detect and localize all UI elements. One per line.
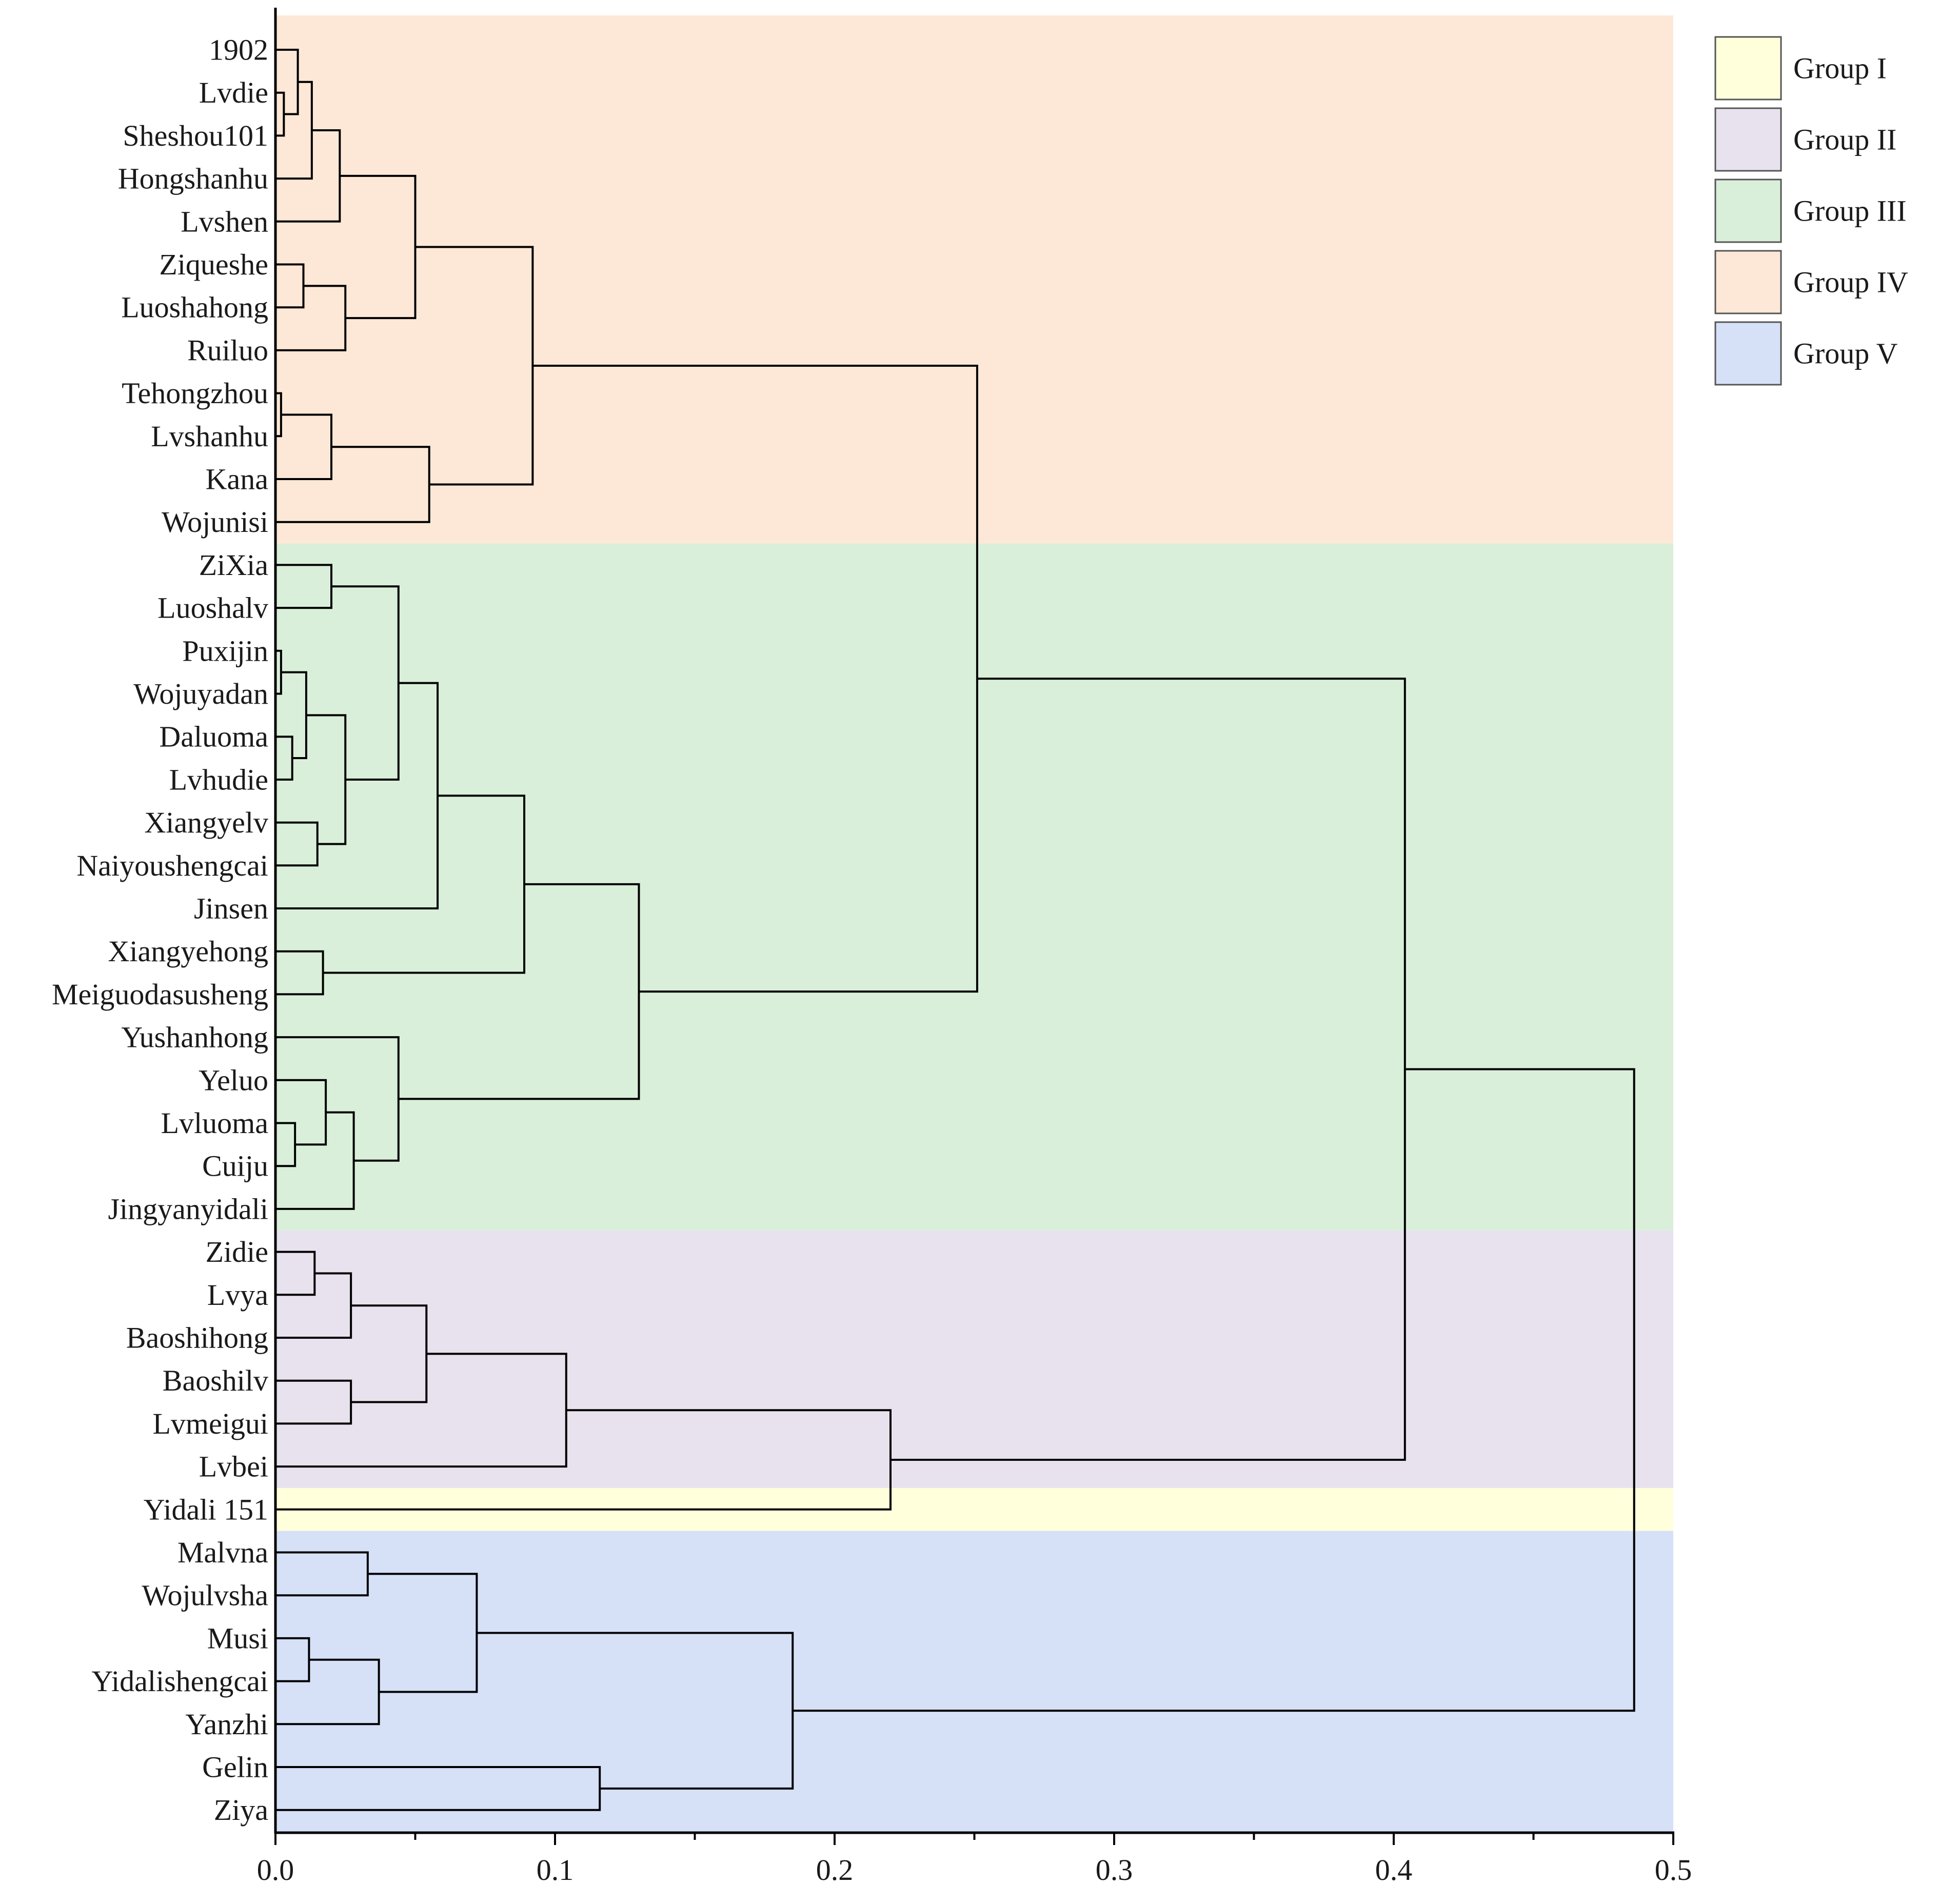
leaf-label: Baoshihong: [126, 1321, 268, 1355]
axes: 0.0 0.1 0.2 0.3 0.4 0.5: [257, 8, 1692, 1887]
leaf-label: Puxijin: [182, 634, 268, 667]
leaf-label: Lvbei: [199, 1450, 268, 1483]
x-tick-label: 0.4: [1375, 1853, 1413, 1887]
leaf-label: Tehongzhou: [122, 376, 268, 410]
leaf-label: Malvna: [177, 1536, 268, 1569]
leaf-label: Ziya: [214, 1793, 268, 1827]
band-group-ii: [275, 1230, 1673, 1488]
leaf-label: Wojuyadan: [133, 677, 268, 710]
leaf-label: Xiangyehong: [108, 935, 269, 968]
legend-label-group-v: Group V: [1793, 337, 1898, 370]
leaf-label: Lvdie: [199, 76, 268, 109]
leaf-label: Luoshalv: [157, 591, 268, 625]
band-group-iii: [275, 543, 1673, 1231]
leaf-label: Lvshen: [181, 205, 268, 238]
legend-swatch-group-i: [1714, 36, 1782, 101]
dendrogram-links: [275, 49, 1635, 1811]
leaf-label: Ruiluo: [187, 333, 268, 367]
leaf-label: Meiguodasusheng: [52, 978, 268, 1011]
leaf-label: Baoshilv: [163, 1364, 268, 1397]
band-group-iv: [275, 15, 1673, 544]
leaf-labels: 1902 Lvdie Sheshou101 Hongshanhu Lvshen Zique…: [52, 33, 268, 1827]
leaf-label: Wojunisi: [162, 505, 268, 539]
legend-swatch-group-ii: [1714, 107, 1782, 172]
leaf-label: Yidalishengcai: [91, 1664, 268, 1698]
dendrogram-link: [793, 1068, 1635, 1712]
leaf-label: Xiangyelv: [144, 806, 268, 839]
band-group-v: [275, 1531, 1673, 1834]
legend-label-group-ii: Group II: [1793, 123, 1896, 156]
leaf-label: Jinsen: [194, 892, 268, 925]
leaf-label: Naiyoushengcai: [76, 849, 268, 882]
legend-label-group-iii: Group III: [1793, 194, 1907, 228]
x-tick-label: 0.1: [537, 1853, 574, 1887]
leaf-label: Hongshanhu: [118, 162, 268, 195]
x-tick-label: 0.0: [257, 1853, 294, 1887]
x-tick-label: 0.3: [1096, 1853, 1133, 1887]
leaf-label: Jingyanyidali: [108, 1192, 268, 1225]
leaf-label: Lvshanhu: [151, 420, 268, 453]
leaf-label: Musi: [207, 1621, 268, 1655]
leaf-label: Lvluoma: [161, 1106, 268, 1140]
x-tick-label: 0.5: [1655, 1853, 1692, 1887]
leaf-label: ZiXia: [199, 548, 268, 582]
leaf-label: Wojulvsha: [142, 1579, 268, 1612]
leaf-label: Daluoma: [159, 720, 268, 753]
leaf-label: Yanzhi: [185, 1708, 268, 1741]
leaf-label: Zidie: [206, 1235, 268, 1268]
leaf-label: Luoshahong: [121, 291, 268, 324]
legend-swatch-group-iv: [1714, 250, 1782, 314]
legend-label-group-iv: Group IV: [1793, 266, 1908, 299]
leaf-label: Gelin: [202, 1751, 268, 1784]
leaf-label: 1902: [209, 33, 268, 67]
leaf-label: Ziqueshe: [159, 248, 268, 281]
leaf-label: Lvhudie: [169, 763, 268, 796]
legend-label-group-i: Group I: [1793, 52, 1887, 85]
legend: Group I Group II Group III Group IV Group V: [1714, 36, 1908, 386]
leaf-label: Lvmeigui: [152, 1407, 268, 1440]
group-bands: [275, 15, 1673, 1834]
leaf-label: Yushanhong: [121, 1021, 268, 1054]
leaf-label: Yeluo: [199, 1063, 268, 1097]
leaf-label: Kana: [206, 463, 268, 496]
leaf-label: Cuiju: [202, 1149, 268, 1183]
leaf-label: Yidali 151: [144, 1493, 268, 1526]
legend-swatch-group-iii: [1714, 179, 1782, 243]
leaf-label: Sheshou101: [123, 119, 268, 152]
leaf-label: Lvya: [207, 1278, 268, 1312]
legend-swatch-group-v: [1714, 321, 1782, 386]
x-tick-label: 0.2: [816, 1853, 854, 1887]
